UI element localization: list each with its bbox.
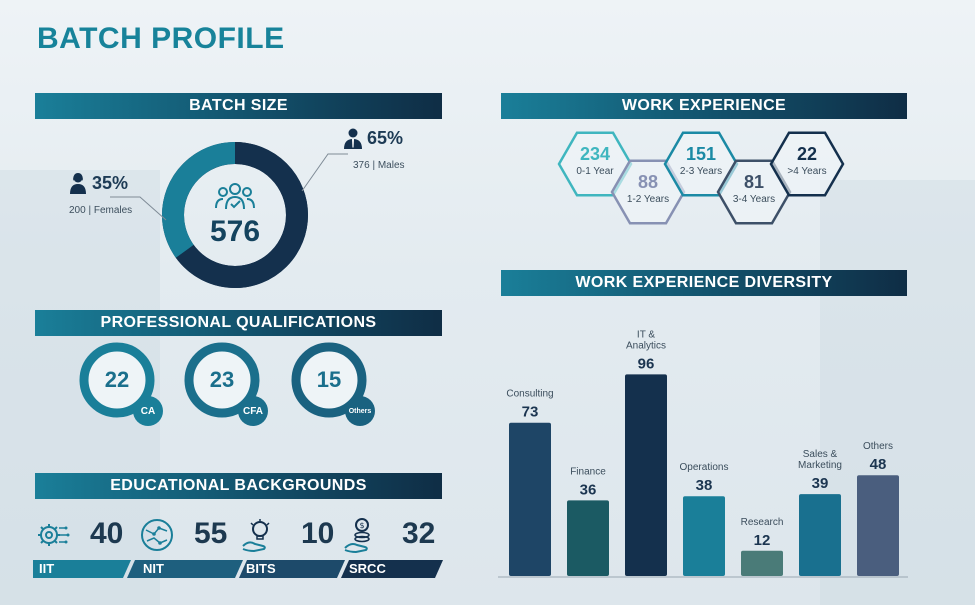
batch-center: 576: [160, 140, 310, 290]
experience-label: 1-2 Years: [626, 194, 670, 205]
bar-it-analytics: [625, 374, 667, 576]
bar-category-label: Research: [741, 517, 784, 528]
page-title: BATCH PROFILE: [37, 22, 285, 55]
group-people-icon: [215, 183, 255, 210]
qualification-label: CA: [133, 396, 163, 426]
bar-category-label: Operations: [680, 462, 729, 473]
edu-label-bits: BITS: [246, 561, 276, 576]
experience-value: 88: [637, 172, 659, 192]
bar-value-label: 39: [812, 475, 829, 492]
qualification-value: 15: [316, 367, 342, 392]
bar-value-label: 12: [754, 532, 771, 549]
experience-value: 22: [796, 144, 818, 164]
experience-hexagons: [557, 131, 845, 225]
bar-category-label: Marketing: [798, 460, 842, 471]
experience-value: 81: [743, 172, 765, 192]
experience-label: 0-1 Year: [576, 166, 614, 177]
edu-label-nit: NIT: [143, 561, 164, 576]
edu-value-iit: 40: [90, 517, 124, 550]
males-count-label: 376 | Males: [353, 160, 405, 171]
bar-value-label: 48: [870, 456, 887, 473]
edu-label-srcc: SRCC: [349, 561, 386, 576]
males-percentage: 65%: [367, 127, 404, 148]
bar-category-label: Sales &: [803, 449, 838, 460]
edu-label-iit: IIT: [39, 561, 55, 576]
edu-value-nit: 55: [194, 517, 228, 550]
females-count-label: 200 | Females: [69, 205, 133, 216]
qualification-others: 15 Others: [287, 338, 387, 438]
batch-total: 576: [209, 215, 261, 248]
experience-label: 2-3 Years: [679, 166, 723, 177]
education-heading: EDUCATIONAL BACKGROUNDS: [35, 473, 442, 499]
bar-value-label: 73: [522, 404, 539, 421]
bar-value-label: 36: [580, 481, 597, 498]
experience-label: 3-4 Years: [732, 194, 776, 205]
female-person-icon: [70, 173, 86, 194]
circuit-globe-icon: [141, 519, 173, 551]
males-leader-line: [301, 153, 348, 192]
qualification-ring: [79, 342, 155, 418]
bar-research: [741, 550, 783, 576]
bar-category-label: Analytics: [626, 340, 666, 351]
edu-label-strip: [33, 560, 443, 578]
experience-label: >4 Years: [787, 166, 827, 177]
bar-category-label: Others: [863, 441, 893, 452]
bar-sales-marketing: [799, 494, 841, 576]
diversity-bar-chart: 73 Consulting 36 Finance 96 IT &Analytics 38 Op…: [498, 329, 908, 578]
qualifications-heading: PROFESSIONAL QUALIFICATIONS: [35, 310, 442, 336]
batch-donut-chart: [162, 142, 308, 288]
edu-value-bits: 10: [301, 517, 335, 550]
male-person-icon: [344, 128, 362, 149]
experience-value: 234: [579, 144, 611, 164]
qualification-value: 22: [104, 367, 130, 392]
svg-text:$: $: [359, 521, 364, 530]
females-leader-line: [110, 196, 167, 221]
diversity-heading: WORK EXPERIENCE DIVERSITY: [501, 270, 907, 296]
experience-hexagon: [769, 131, 845, 197]
coins-hand-icon: $: [344, 518, 370, 554]
bar-category-label: Finance: [570, 466, 606, 477]
qualification-value: 23: [209, 367, 235, 392]
gear-network-icon: [38, 524, 70, 546]
idea-hand-icon: [242, 519, 270, 553]
bar-finance: [567, 500, 609, 576]
experience-value: 151: [685, 144, 717, 164]
bar-value-label: 38: [696, 477, 713, 494]
bar-category-label: Consulting: [506, 389, 553, 400]
qualification-cfa: 23 CFA: [180, 338, 280, 438]
edu-value-srcc: 32: [402, 517, 436, 550]
bar-operations: [683, 496, 725, 576]
bar-category-label: IT &: [637, 329, 655, 340]
males-stat: 65%: [343, 127, 403, 149]
bar-consulting: [509, 422, 551, 576]
donut-segment-males: [162, 142, 308, 288]
females-percentage: 35%: [92, 172, 129, 193]
bar-others: [857, 475, 899, 576]
batch-size-heading: BATCH SIZE: [35, 93, 442, 119]
work-experience-heading: WORK EXPERIENCE: [501, 93, 907, 119]
bar-value-label: 96: [638, 355, 655, 372]
females-stat: 35%: [68, 172, 128, 194]
qualification-label: Others: [345, 396, 375, 426]
qualification-label: CFA: [238, 396, 268, 426]
qualification-ca: 22 CA: [75, 338, 175, 438]
